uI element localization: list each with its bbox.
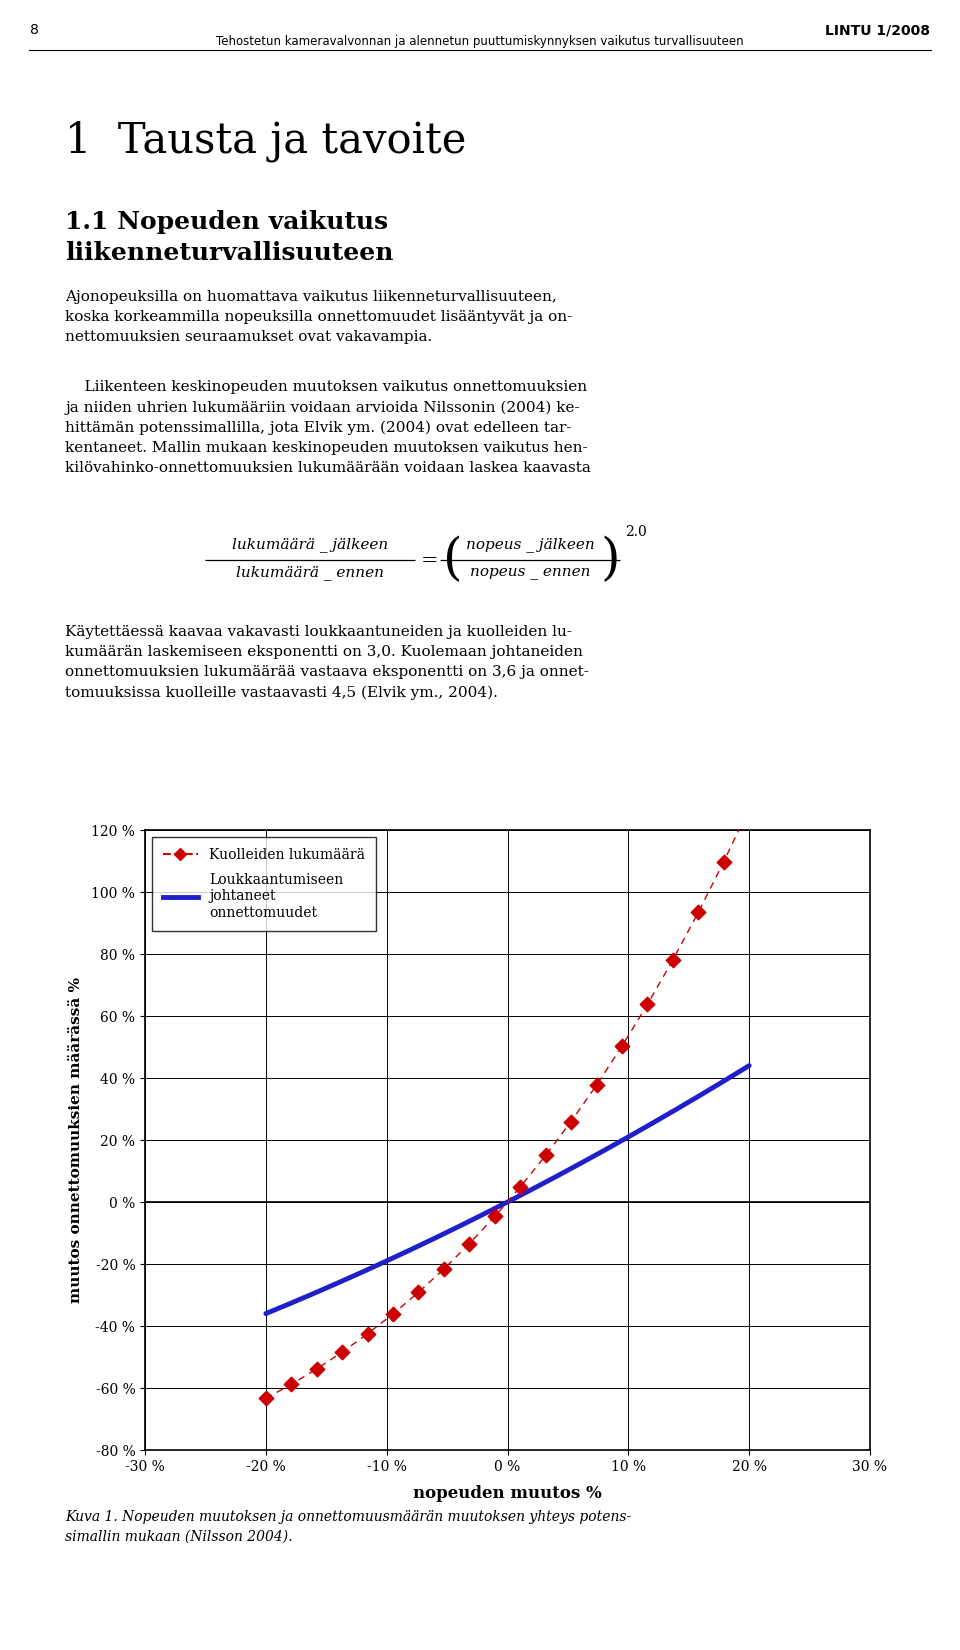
Point xyxy=(385,1300,400,1327)
Text: ): ) xyxy=(600,535,620,584)
Point xyxy=(258,1386,274,1412)
Text: 1  Tausta ja tavoite: 1 Tausta ja tavoite xyxy=(65,120,467,162)
Point xyxy=(360,1320,375,1346)
Point xyxy=(538,1142,553,1168)
X-axis label: nopeuden muutos %: nopeuden muutos % xyxy=(413,1485,602,1502)
Point xyxy=(309,1356,324,1383)
Text: 8: 8 xyxy=(30,23,38,36)
Text: Tehostetun kameravalvonnan ja alennetun puuttumiskynnyksen vaikutus turvallisuut: Tehostetun kameravalvonnan ja alennetun … xyxy=(216,36,744,48)
Text: (: ( xyxy=(444,535,463,584)
Point xyxy=(411,1279,426,1305)
Text: 1.1 Nopeuden vaikutus
liikenneturvallisuuteen: 1.1 Nopeuden vaikutus liikenneturvallisu… xyxy=(65,210,394,264)
Point xyxy=(614,1033,630,1059)
Text: nopeus _ ennen: nopeus _ ennen xyxy=(469,564,590,579)
Text: Käytettäessä kaavaa vakavasti loukkaantuneiden ja kuolleiden lu-
kumäärän laskem: Käytettäessä kaavaa vakavasti loukkaantu… xyxy=(65,625,588,700)
Text: lukumäärä _ jälkeen: lukumäärä _ jälkeen xyxy=(232,538,388,553)
Text: 2.0: 2.0 xyxy=(625,525,647,540)
Point xyxy=(462,1231,477,1257)
Point xyxy=(334,1338,349,1365)
Point xyxy=(716,848,732,874)
Point xyxy=(665,947,681,973)
Point xyxy=(741,795,756,822)
Point xyxy=(283,1371,299,1398)
Point xyxy=(588,1072,604,1099)
Point xyxy=(487,1203,502,1229)
Point xyxy=(564,1109,579,1135)
Text: LINTU 1/2008: LINTU 1/2008 xyxy=(825,23,930,36)
Text: Kuva 1. Nopeuden muutoksen ja onnettomuusmäärän muutoksen yhteys potens-
simalli: Kuva 1. Nopeuden muutoksen ja onnettomuu… xyxy=(65,1510,632,1544)
Text: =: = xyxy=(421,551,439,569)
Point xyxy=(436,1256,451,1282)
Text: Liikenteen keskinopeuden muutoksen vaikutus onnettomuuksien
ja niiden uhrien luk: Liikenteen keskinopeuden muutoksen vaiku… xyxy=(65,380,590,475)
Text: nopeus _ jälkeen: nopeus _ jälkeen xyxy=(466,538,594,553)
Legend: Kuolleiden lukumäärä, Loukkaantumiseen
johtaneet
onnettomuudet: Kuolleiden lukumäärä, Loukkaantumiseen j… xyxy=(152,837,376,931)
Y-axis label: muutos onnettomuuksien määrässä %: muutos onnettomuuksien määrässä % xyxy=(69,977,84,1304)
Text: Ajonopeuksilla on huomattava vaikutus liikenneturvallisuuteen,
koska korkeammill: Ajonopeuksilla on huomattava vaikutus li… xyxy=(65,290,572,345)
Point xyxy=(513,1173,528,1200)
Text: lukumäärä _ ennen: lukumäärä _ ennen xyxy=(236,564,384,579)
Point xyxy=(639,992,655,1018)
Point xyxy=(690,899,706,926)
